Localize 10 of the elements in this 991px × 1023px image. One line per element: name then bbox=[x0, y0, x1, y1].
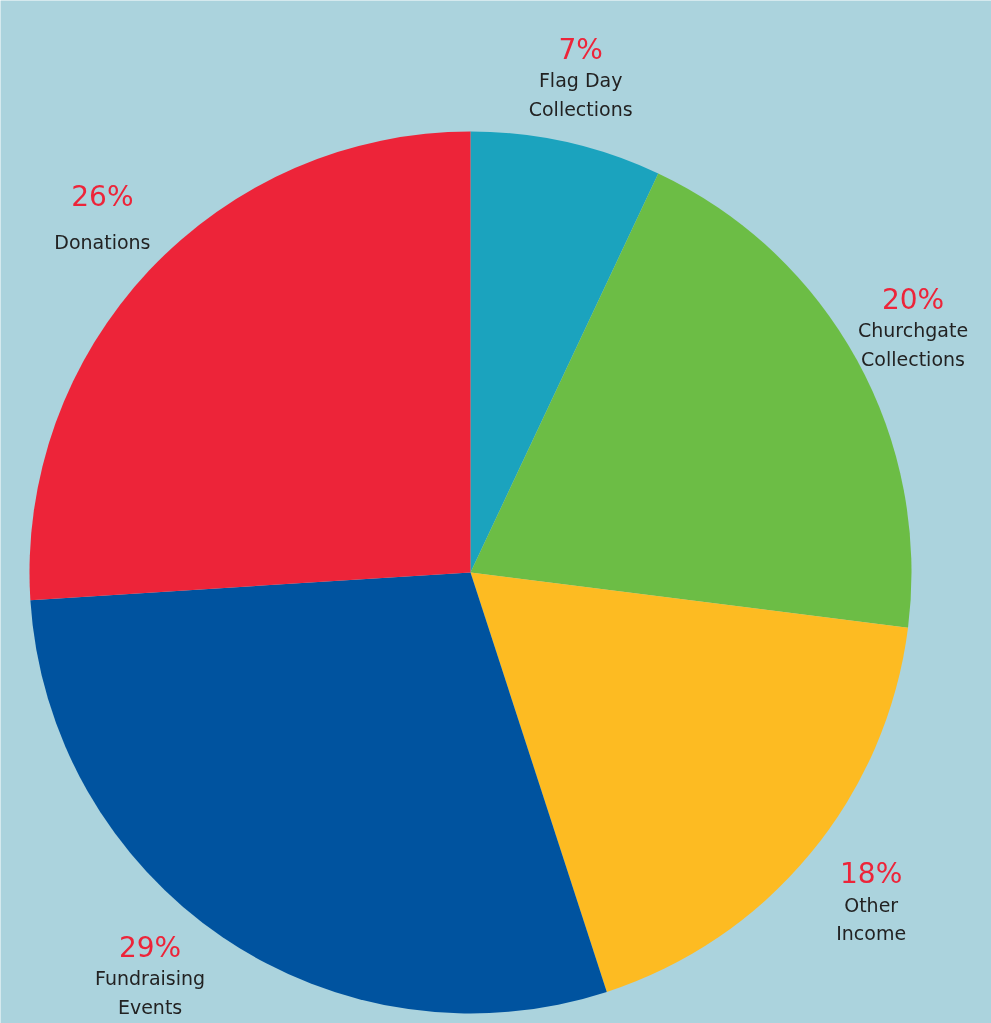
data-label: 29% bbox=[118, 931, 182, 965]
data-label: 20% bbox=[881, 282, 945, 316]
slice-label: Flag Day Collections bbox=[528, 69, 633, 120]
slice-label: Fundraising Events bbox=[95, 967, 206, 1019]
slice-label: Churchgate Collections bbox=[858, 318, 969, 370]
data-label: 7% bbox=[558, 33, 603, 67]
slice-label: Donations bbox=[54, 230, 151, 253]
slice-label: Other Income bbox=[836, 893, 907, 945]
data-label: 18% bbox=[840, 857, 903, 891]
data-label: 26% bbox=[71, 180, 134, 214]
